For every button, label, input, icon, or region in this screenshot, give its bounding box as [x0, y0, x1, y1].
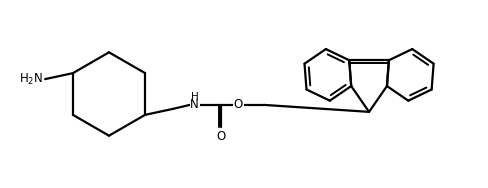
Text: O: O [234, 99, 243, 111]
Text: O: O [216, 130, 225, 143]
Text: H$_2$N: H$_2$N [19, 72, 43, 87]
Text: H: H [191, 92, 199, 102]
Text: N: N [190, 99, 199, 111]
